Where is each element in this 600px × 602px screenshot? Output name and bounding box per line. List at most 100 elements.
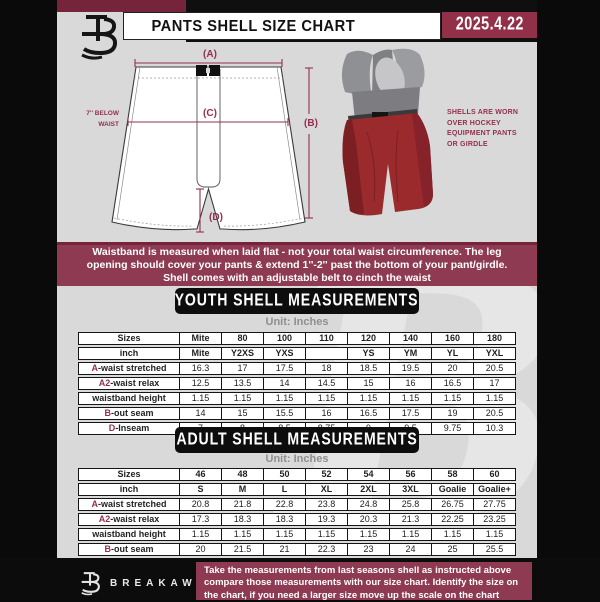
cell: 17.5 — [264, 362, 306, 375]
cell: XL — [306, 483, 348, 496]
cell: 110 — [306, 332, 348, 345]
table-row: inch Mite Y2XS YXS YS YM YL YXL — [78, 347, 516, 360]
row-label: B-out seam — [78, 407, 180, 420]
cell: 18.3 — [222, 513, 264, 526]
photo-caption: SHELLS ARE WORN OVER HOCKEY EQUIPMENT PA… — [447, 109, 519, 148]
cell: 1.15 — [264, 528, 306, 541]
row-label: A-waist stretched — [78, 362, 180, 375]
date-badge: 2025.4.22 — [442, 12, 537, 38]
cell: L — [264, 483, 306, 496]
cell: 1.15 — [306, 528, 348, 541]
cell: YM — [390, 347, 432, 360]
cell: 80 — [222, 332, 264, 345]
cell: 10.3 — [474, 422, 516, 435]
cell: 160 — [432, 332, 474, 345]
cell: 19 — [432, 407, 474, 420]
cell: 23 — [348, 543, 390, 556]
table-row: A2-waist relax 17.3 18.3 18.3 19.3 20.3 21.3 22… — [78, 513, 516, 526]
table-row: A2-waist relax 12.5 13.5 14 14.5 15 16 16.5 17 — [78, 377, 516, 390]
cell: 3XL — [390, 483, 432, 496]
cell: 20 — [432, 362, 474, 375]
cell: 21.8 — [222, 498, 264, 511]
footer-note-text: Take the measurements from last seasons … — [204, 565, 519, 601]
table-row: Sizes 46 48 50 52 54 56 58 60 — [78, 468, 516, 481]
brand-name: BREAKAWAY — [110, 577, 220, 589]
cell: 22.25 — [432, 513, 474, 526]
row-label: A-waist stretched — [78, 498, 180, 511]
row-label: inch — [78, 483, 180, 496]
cell: 1.15 — [180, 392, 222, 405]
cell: 22.3 — [306, 543, 348, 556]
brand-logo-icon — [76, 11, 120, 66]
cell: 20.3 — [348, 513, 390, 526]
adult-unit-label: Unit: Inches — [265, 453, 329, 465]
row-label: B-out seam — [78, 543, 180, 556]
cell: 19.3 — [306, 513, 348, 526]
youth-unit-label: Unit: Inches — [265, 316, 329, 328]
row-label: Sizes — [78, 468, 180, 481]
footer-brand: BREAKAWAY — [78, 570, 219, 596]
label-a: (A) — [203, 49, 217, 60]
cell: 15 — [222, 407, 264, 420]
cell: 1.15 — [390, 392, 432, 405]
cell: 20.5 — [474, 407, 516, 420]
cell: 25 — [432, 543, 474, 556]
cell: 16 — [390, 377, 432, 390]
cell: 14.5 — [306, 377, 348, 390]
cell: 15.5 — [264, 407, 306, 420]
cell: Y2XS — [222, 347, 264, 360]
cell: 25.5 — [474, 543, 516, 556]
cell: 18 — [306, 362, 348, 375]
row-label: D-Inseam — [78, 422, 180, 435]
date-text: 2025.4.22 — [455, 14, 524, 35]
cell: 16.5 — [348, 407, 390, 420]
cell: YL — [432, 347, 474, 360]
cell — [306, 347, 348, 360]
shorts-illustration — [111, 48, 433, 233]
cell: 21.3 — [390, 513, 432, 526]
table-row: inch S M L XL 2XL 3XL Goalie Goalie+ — [78, 483, 516, 496]
youth-heading-text: YOUTH SHELL MEASUREMENTS — [175, 290, 419, 310]
cell: Goalie — [432, 483, 474, 496]
poster-page: B PANTS SHELL SIZE CHART 2025.4.22 — [57, 0, 537, 558]
cell: 14 — [264, 377, 306, 390]
cell: 1.15 — [432, 528, 474, 541]
cell: 20.8 — [180, 498, 222, 511]
brand-logo-icon — [81, 572, 100, 596]
cell: 16 — [306, 407, 348, 420]
cell: 17.5 — [390, 407, 432, 420]
cell: 1.15 — [222, 528, 264, 541]
cell: 18.3 — [264, 513, 306, 526]
cell: 1.15 — [306, 392, 348, 405]
cell: YS — [348, 347, 390, 360]
cell: 52 — [306, 468, 348, 481]
row-label: A2-waist relax — [78, 377, 180, 390]
adult-heading-text: ADULT SHELL MEASUREMENTS — [176, 429, 418, 449]
cell: 21 — [264, 543, 306, 556]
cell: 9.75 — [432, 422, 474, 435]
cell: 19.5 — [390, 362, 432, 375]
cell: 180 — [474, 332, 516, 345]
cell: 14 — [180, 407, 222, 420]
cell: 16.3 — [180, 362, 222, 375]
row-label: inch — [78, 347, 180, 360]
youth-section-heading: YOUTH SHELL MEASUREMENTS — [175, 288, 419, 314]
cell: M — [222, 483, 264, 496]
page-title-box: PANTS SHELL SIZE CHART — [123, 12, 441, 40]
cell: 54 — [348, 468, 390, 481]
cell: 60 — [474, 468, 516, 481]
cell: 50 — [264, 468, 306, 481]
cell: 2XL — [348, 483, 390, 496]
row-label: Sizes — [78, 332, 180, 345]
page-title: PANTS SHELL SIZE CHART — [151, 17, 356, 35]
table-row: waistband height 1.15 1.15 1.15 1.15 1.15 1.15… — [78, 392, 516, 405]
cell: 24 — [390, 543, 432, 556]
cell: 13.5 — [222, 377, 264, 390]
cell: 18.5 — [348, 362, 390, 375]
cell: Goalie+ — [474, 483, 516, 496]
adult-section-heading: ADULT SHELL MEASUREMENTS — [175, 427, 419, 453]
footer-note-box: Take the measurements from last seasons … — [196, 562, 532, 601]
label-c: (C) — [203, 108, 217, 119]
cell: 17 — [474, 377, 516, 390]
cell: 1.15 — [390, 528, 432, 541]
